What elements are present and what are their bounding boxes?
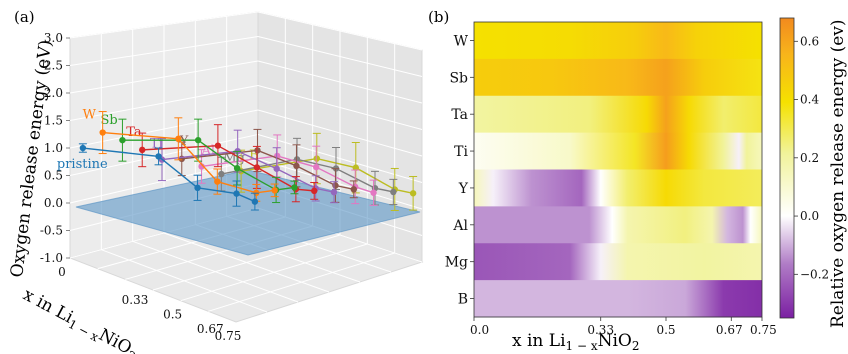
panel-b: (b) W Sb Ta Ti Y Al Mg B 0.0 0.33 0.5 0.67 0.75 x i… — [428, 8, 848, 353]
heatmap-row-Ti — [474, 132, 762, 170]
x-tick-label: 0.67 — [197, 322, 224, 336]
heatmap-row-Ta — [474, 95, 762, 134]
data-point — [214, 142, 222, 149]
heatmap-row-Y — [474, 169, 762, 207]
data-point — [390, 188, 397, 196]
data-point — [313, 155, 320, 162]
data-point — [271, 187, 278, 194]
x-tick-label: 0.75 — [215, 329, 242, 343]
colorbar-tick-label: 0.6 — [800, 34, 819, 48]
z-tick-label: 3.0 — [44, 31, 63, 45]
series-Y: Y — [177, 128, 358, 203]
x-ticks: 0 0.33 0.5 0.670.75 — [58, 265, 241, 343]
series-pristine: pristine — [57, 143, 259, 211]
heatmap-row-Sb — [474, 58, 762, 97]
data-point — [194, 184, 201, 192]
heatmap-row-Mg — [474, 243, 762, 281]
data-point — [233, 164, 241, 172]
data-point — [291, 184, 298, 191]
data-point — [119, 136, 126, 144]
grid-lines — [69, 11, 423, 313]
series-label: pristine — [57, 157, 108, 172]
data-point — [330, 189, 338, 196]
heatmap-row-B — [474, 280, 762, 318]
z-tick-label: 0.5 — [44, 169, 63, 183]
row-label: Mg — [445, 255, 468, 271]
colorbar — [779, 17, 795, 319]
z-tick-label: 1.5 — [44, 114, 63, 128]
data-point — [175, 135, 182, 143]
series-label: B — [249, 148, 259, 163]
row-label: Sb — [449, 70, 468, 86]
z-ticks: -1.0 -0.5 0.0 0.5 1.0 1.5 2.0 2.5 3.0 — [40, 31, 70, 265]
data-point — [155, 153, 162, 160]
data-point — [313, 163, 320, 171]
x-tick-label: 0.33 — [587, 323, 614, 337]
data-point — [99, 129, 106, 136]
row-label: Ti — [454, 144, 468, 160]
z-tick-label: -0.5 — [40, 224, 63, 238]
colorbar-tick-label: 0.0 — [800, 209, 819, 223]
data-point — [254, 147, 261, 154]
series-label: Ta — [126, 125, 142, 140]
data-point — [352, 164, 359, 171]
data-point — [194, 136, 202, 144]
data-point — [253, 164, 261, 171]
series-label: Sb — [100, 113, 117, 128]
colorbar-label: Relative oxygen release energy (ev) — [828, 19, 848, 328]
data-point — [409, 190, 417, 197]
x-tick-label: 0.75 — [750, 323, 777, 337]
data-point — [218, 170, 225, 178]
row-label: Ta — [451, 107, 468, 123]
series-label: Y — [179, 134, 189, 149]
x-tick-label: 0.33 — [122, 293, 149, 307]
colorbar-ticks: 0.6 0.4 0.2 0.0 −0.2 — [794, 34, 829, 281]
x-tick-label: 0.5 — [656, 323, 675, 337]
row-label: B — [458, 292, 468, 308]
x-ticks-b: 0.0 0.33 0.5 0.67 0.75 — [470, 317, 777, 337]
z-tick-label: 2.0 — [44, 86, 63, 100]
colorbar-tick-label: 0.2 — [800, 151, 819, 165]
heatmap-row-Al — [474, 206, 762, 244]
data-point — [350, 186, 357, 193]
data-point — [139, 146, 146, 154]
data-point — [293, 162, 300, 170]
panel-a-label: (a) — [14, 8, 35, 26]
x-axis-label-b: x in Li1 − xNiO2 — [512, 331, 640, 353]
z-tick-label: 2.5 — [44, 59, 63, 73]
z-tick-label: 1.0 — [44, 141, 63, 155]
data-point — [370, 189, 377, 196]
panel-b-label: (b) — [428, 8, 449, 26]
data-point — [251, 198, 259, 205]
z-axis-label: Oxygen release energy (eV) — [7, 39, 56, 279]
data-point — [311, 187, 318, 195]
data-point — [214, 178, 221, 185]
z-tick-label: 0.0 — [44, 196, 63, 210]
row-label: Al — [452, 218, 468, 234]
row-label: W — [454, 33, 469, 49]
x-tick-label: 0 — [58, 265, 66, 279]
data-point — [332, 182, 339, 189]
heatmap-row-W — [474, 22, 762, 60]
row-labels: W Sb Ta Ti Y Al Mg B — [445, 33, 474, 308]
heatmap-rows — [474, 22, 762, 318]
x-tick-label: 0.67 — [716, 323, 743, 337]
x-tick-label: 0.0 — [470, 323, 489, 337]
data-point — [273, 165, 280, 172]
x-tick-label: 0.5 — [163, 308, 182, 322]
colorbar-tick-label: −0.2 — [800, 267, 829, 281]
heatmap-frame — [473, 21, 763, 318]
colorbar-tick-label: 0.4 — [800, 93, 819, 107]
z-tick-label: -1.0 — [40, 251, 63, 265]
data-point — [79, 144, 87, 152]
data-point — [198, 163, 205, 170]
series-label: W — [83, 108, 97, 123]
data-point — [233, 190, 240, 197]
series-Sb: Sb — [100, 113, 299, 204]
row-label: Y — [458, 181, 469, 197]
